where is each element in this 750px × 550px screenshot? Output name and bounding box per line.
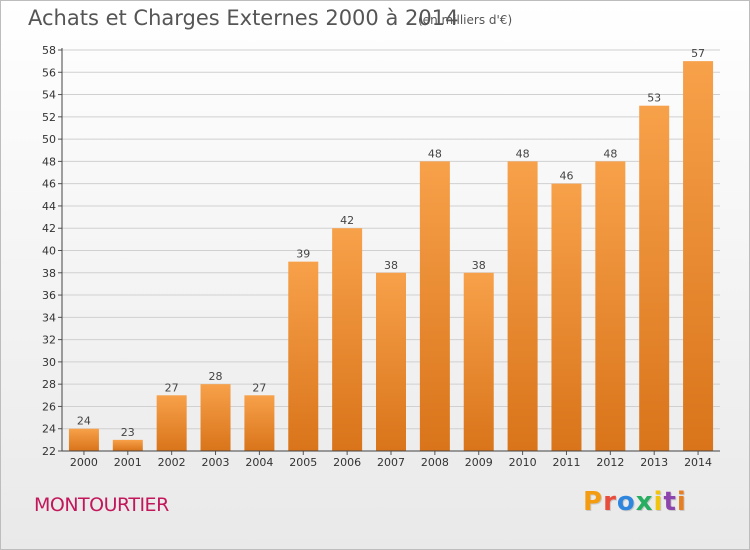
x-tick-label: 2000 bbox=[70, 456, 98, 469]
data-label-2014: 57 bbox=[691, 47, 705, 60]
data-label-2013: 53 bbox=[647, 92, 661, 105]
x-tick-label: 2011 bbox=[552, 456, 580, 469]
y-tick-label: 50 bbox=[42, 133, 56, 146]
y-tick-label: 22 bbox=[42, 445, 56, 458]
x-tick-label: 2007 bbox=[377, 456, 405, 469]
x-tick-label: 2005 bbox=[289, 456, 317, 469]
labels: 22 24 26 28 30 32 34 36 38 40 42 44 46 48 50 52 54 56 58 24… bbox=[42, 44, 712, 469]
y-tick-label: 56 bbox=[42, 66, 56, 79]
y-tick-label: 58 bbox=[42, 44, 56, 57]
data-label-2007: 38 bbox=[384, 259, 398, 272]
bar-2001 bbox=[112, 439, 143, 451]
data-label-2012: 48 bbox=[603, 147, 617, 160]
y-tick-label: 26 bbox=[42, 400, 56, 413]
data-label-2006: 42 bbox=[340, 214, 354, 227]
y-tick-label: 42 bbox=[42, 222, 56, 235]
x-tick-label: 2002 bbox=[158, 456, 186, 469]
logo-letter: r bbox=[603, 487, 617, 517]
data-label-2009: 38 bbox=[472, 259, 486, 272]
logo-letter: o bbox=[616, 487, 636, 517]
x-tick-label: 2006 bbox=[333, 456, 361, 469]
bar-2003 bbox=[200, 384, 231, 451]
data-label-2008: 48 bbox=[428, 147, 442, 160]
y-tick-label: 48 bbox=[42, 155, 56, 168]
x-tick-label: 2008 bbox=[421, 456, 449, 469]
y-tick-label: 32 bbox=[42, 334, 56, 347]
x-tick-label: 2013 bbox=[640, 456, 668, 469]
bar-2009 bbox=[463, 272, 494, 451]
x-tick-label: 2009 bbox=[465, 456, 493, 469]
data-label-2010: 48 bbox=[516, 147, 530, 160]
logo-letter: i bbox=[653, 487, 664, 517]
x-tick-label: 2012 bbox=[596, 456, 624, 469]
axes bbox=[58, 48, 720, 455]
y-tick-label: 54 bbox=[42, 89, 56, 102]
data-label-2001: 23 bbox=[121, 426, 135, 439]
y-tick-label: 34 bbox=[42, 311, 56, 324]
x-tick-label: 2001 bbox=[114, 456, 142, 469]
y-tick-label: 36 bbox=[42, 289, 56, 302]
bar-2002 bbox=[156, 395, 187, 451]
bar-2007 bbox=[376, 272, 406, 451]
data-label-2005: 39 bbox=[296, 248, 310, 261]
y-tick-label: 52 bbox=[42, 111, 56, 124]
bars bbox=[68, 61, 714, 452]
x-tick-label: 2004 bbox=[245, 456, 273, 469]
bar-2014 bbox=[683, 61, 714, 452]
chart-subtitle: (en milliers d'€) bbox=[418, 13, 513, 27]
logo-letter: i bbox=[676, 487, 687, 517]
y-tick-label: 30 bbox=[42, 356, 56, 369]
data-label-2004: 27 bbox=[252, 381, 266, 394]
bar-2012 bbox=[595, 161, 626, 451]
chart-title: Achats et Charges Externes 2000 à 2014 bbox=[28, 6, 459, 30]
y-tick-label: 24 bbox=[42, 423, 56, 436]
city-name: MONTOURTIER bbox=[34, 494, 169, 516]
logo-letter: x bbox=[635, 487, 654, 517]
data-label-2000: 24 bbox=[77, 415, 91, 428]
data-label-2002: 27 bbox=[165, 381, 179, 394]
bar-2011 bbox=[551, 183, 582, 451]
bar-2000 bbox=[68, 428, 99, 451]
y-tick-label: 46 bbox=[42, 178, 56, 191]
y-tick-label: 38 bbox=[42, 267, 56, 280]
bar-2010 bbox=[507, 161, 538, 451]
y-tick-label: 44 bbox=[42, 200, 56, 213]
x-tick-label: 2003 bbox=[202, 456, 230, 469]
bar-2013 bbox=[639, 105, 670, 451]
logo-letter: P bbox=[583, 487, 604, 517]
x-tick-label: 2010 bbox=[509, 456, 537, 469]
y-tick-label: 28 bbox=[42, 378, 56, 391]
data-label-2011: 46 bbox=[559, 170, 573, 183]
bar-2004 bbox=[244, 395, 275, 451]
bar-2005 bbox=[288, 261, 319, 451]
x-tick-label: 2014 bbox=[684, 456, 712, 469]
y-tick-label: 40 bbox=[42, 245, 56, 258]
data-label-2003: 28 bbox=[209, 370, 223, 383]
bar-2006 bbox=[332, 228, 363, 451]
proxiti-logo: Proxiti bbox=[583, 487, 687, 517]
bar-2008 bbox=[419, 161, 450, 451]
logo-letter: t bbox=[663, 487, 677, 517]
